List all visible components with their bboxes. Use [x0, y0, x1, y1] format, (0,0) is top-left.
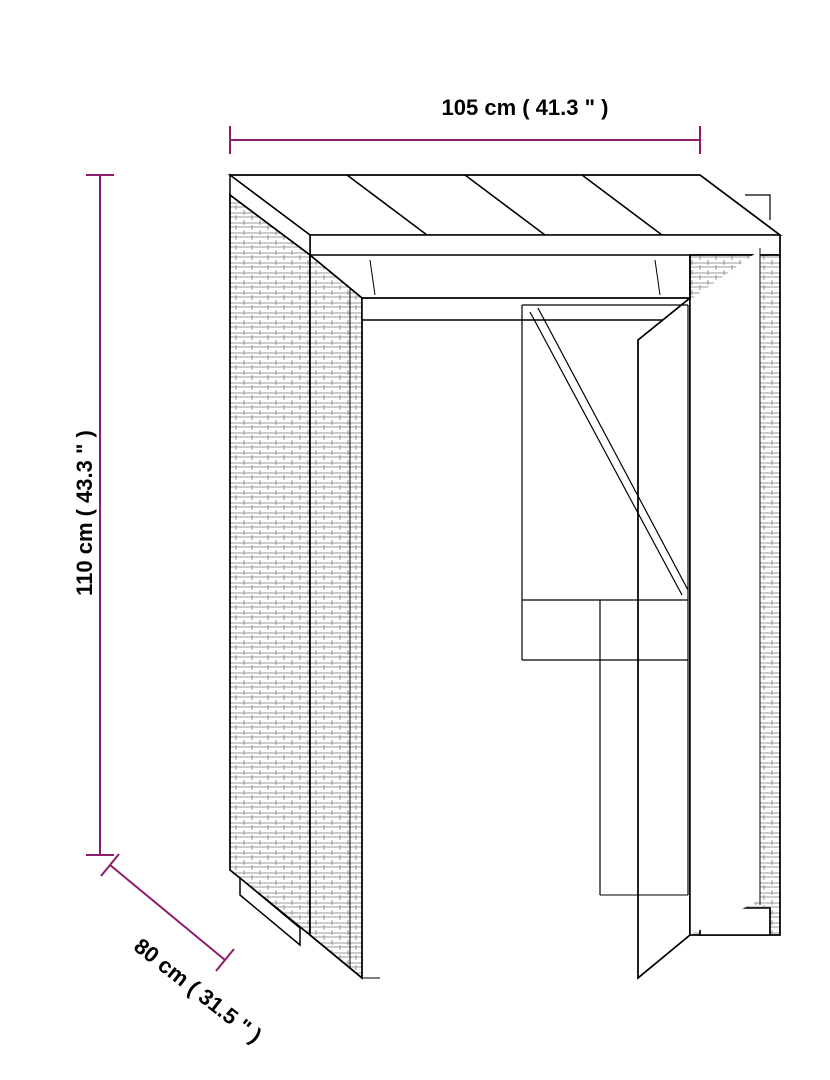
table-outline	[230, 175, 780, 978]
right-inner-panel	[690, 250, 760, 935]
dimension-height-label: 110 cm ( 43.3 " )	[72, 388, 98, 638]
diagram-canvas: 105 cm ( 41.3 " ) 110 cm ( 43.3 " ) 80 c…	[0, 0, 830, 1080]
dimension-width-label: 105 cm ( 41.3 " )	[400, 95, 650, 121]
